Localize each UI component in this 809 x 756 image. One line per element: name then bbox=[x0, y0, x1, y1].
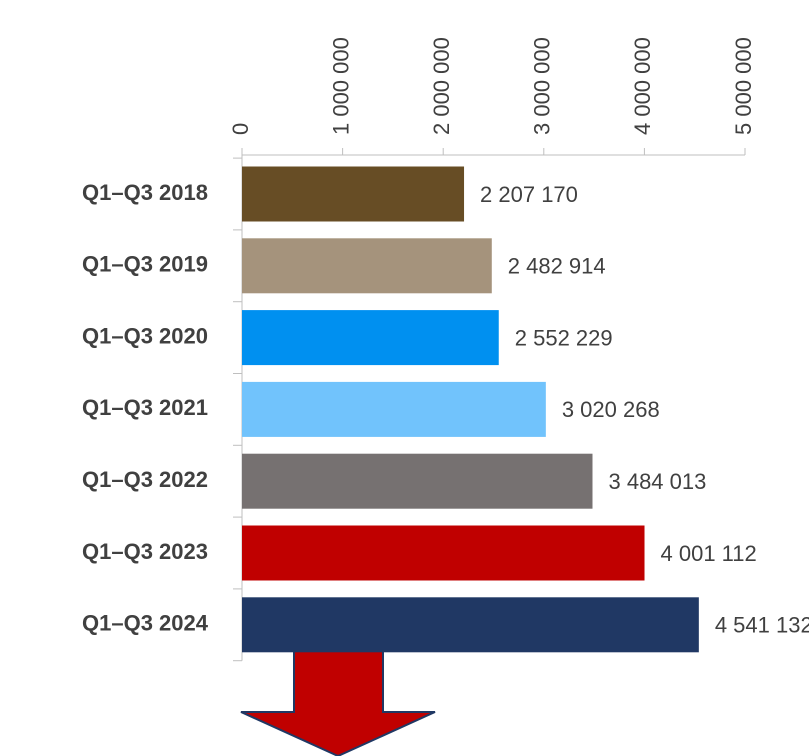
x-tick-label: 3 000 000 bbox=[530, 37, 555, 135]
data-label: 4 001 112 bbox=[661, 541, 757, 566]
x-tick-label: 4 000 000 bbox=[630, 37, 655, 135]
x-tick-label: 1 000 000 bbox=[328, 37, 353, 135]
data-label: 3 020 268 bbox=[562, 397, 660, 422]
bar bbox=[242, 238, 492, 294]
bar bbox=[242, 525, 645, 581]
data-label: 2 207 170 bbox=[480, 182, 578, 207]
data-label: 2 552 229 bbox=[515, 325, 613, 350]
down-arrow bbox=[240, 644, 436, 756]
x-tick-label: 2 000 000 bbox=[429, 37, 454, 135]
bar bbox=[242, 453, 593, 509]
x-tick-label: 5 000 000 bbox=[731, 37, 756, 135]
category-label: Q1–Q3 2021 bbox=[82, 395, 208, 420]
category-label: Q1–Q3 2019 bbox=[82, 252, 208, 277]
data-label: 3 484 013 bbox=[608, 469, 706, 494]
data-label: 2 482 914 bbox=[508, 254, 606, 279]
category-label: Q1–Q3 2024 bbox=[82, 611, 209, 636]
x-tick-label: 0 bbox=[228, 123, 253, 135]
category-label: Q1–Q3 2018 bbox=[82, 180, 208, 205]
bar bbox=[242, 166, 465, 222]
bar bbox=[242, 310, 499, 366]
category-label: Q1–Q3 2022 bbox=[82, 467, 208, 492]
bar bbox=[242, 381, 546, 437]
category-label: Q1–Q3 2020 bbox=[82, 323, 208, 348]
data-label: 4 541 132 bbox=[715, 613, 809, 638]
category-label: Q1–Q3 2023 bbox=[82, 539, 208, 564]
bar bbox=[242, 597, 699, 653]
